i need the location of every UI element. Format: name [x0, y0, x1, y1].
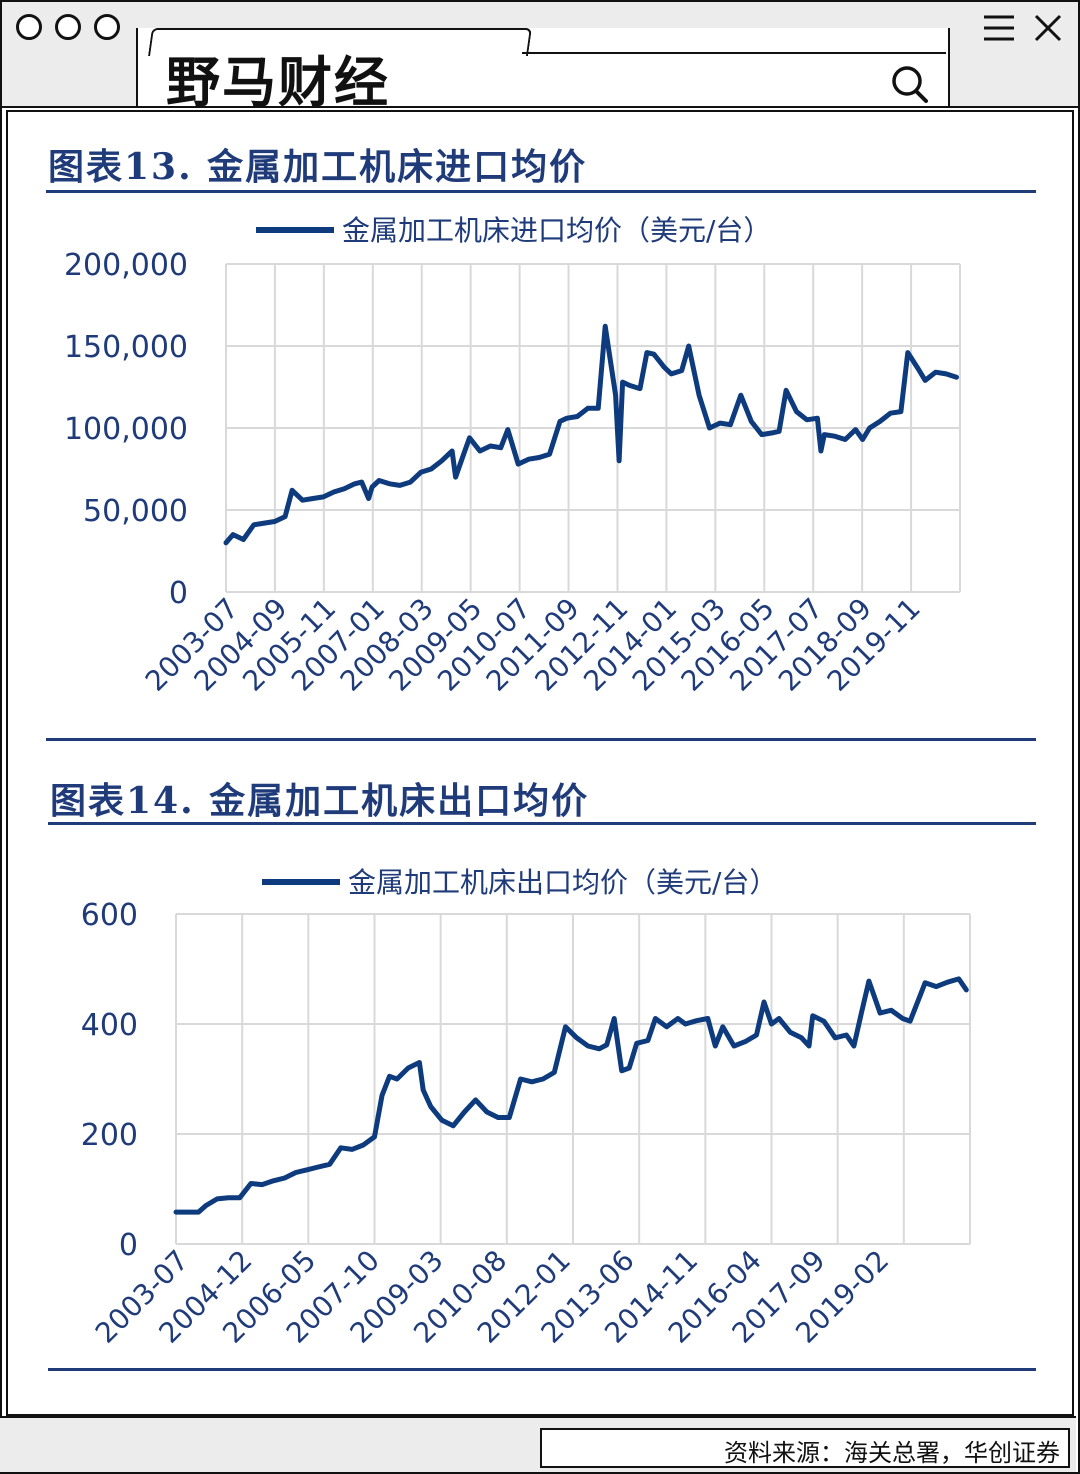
legend-label: 金属加工机床进口均价（美元/台） [342, 214, 771, 247]
y-tick-label: 0 [169, 576, 188, 611]
browser-topbar: 野马财经 [2, 2, 1078, 114]
y-tick-label: 400 [81, 1008, 138, 1043]
address-line [522, 52, 946, 54]
search-icon[interactable] [890, 64, 930, 104]
circle-control-icon[interactable] [55, 14, 81, 40]
grid [175, 913, 971, 1245]
y-tick-label: 200 [81, 1118, 138, 1153]
menu-icon[interactable] [982, 14, 1016, 42]
circle-control-icon[interactable] [16, 14, 42, 40]
chart-13: 050,000100,000150,000200,0002003-072004-… [64, 214, 961, 698]
y-tick-label: 150,000 [64, 330, 188, 365]
chart-14-title-rule [48, 822, 1036, 825]
y-tick-label: 50,000 [83, 494, 188, 529]
series-line [173, 976, 969, 1215]
close-icon[interactable] [1032, 12, 1064, 44]
chart-13-title-rule [46, 190, 1036, 193]
y-tick-label: 600 [81, 898, 138, 933]
chart-14-title: 图表14. 金属加工机床出口均价 [50, 780, 590, 822]
grid [225, 263, 961, 593]
page-content: 图表13. 金属加工机床进口均价 0 50,000 100,000 150,000 20… [6, 110, 1074, 1416]
circle-control-icon[interactable] [94, 14, 120, 40]
chart-13-title: 图表13. 金属加工机床进口均价 [48, 146, 588, 188]
chart-14-bottom-rule [48, 1368, 1036, 1371]
series-line [223, 323, 959, 546]
browser-bottombar: 资料来源：海关总署，华创证券 [0, 1416, 1076, 1472]
y-tick-label: 100,000 [64, 412, 188, 447]
site-logo[interactable]: 野马财经 [166, 51, 390, 114]
source-box: 资料来源：海关总署，华创证券 [540, 1428, 1070, 1468]
y-tick-label: 200,000 [64, 248, 188, 283]
chart-13-bottom-rule [46, 738, 1036, 741]
chart-14: 02004006002003-072004-122006-052007-1020… [81, 866, 971, 1350]
legend-label: 金属加工机床出口均价（美元/台） [348, 866, 777, 899]
y-tick-label: 0 [119, 1228, 138, 1263]
window-controls [16, 14, 120, 40]
source-text: 资料来源：海关总署，华创证券 [724, 1439, 1060, 1467]
